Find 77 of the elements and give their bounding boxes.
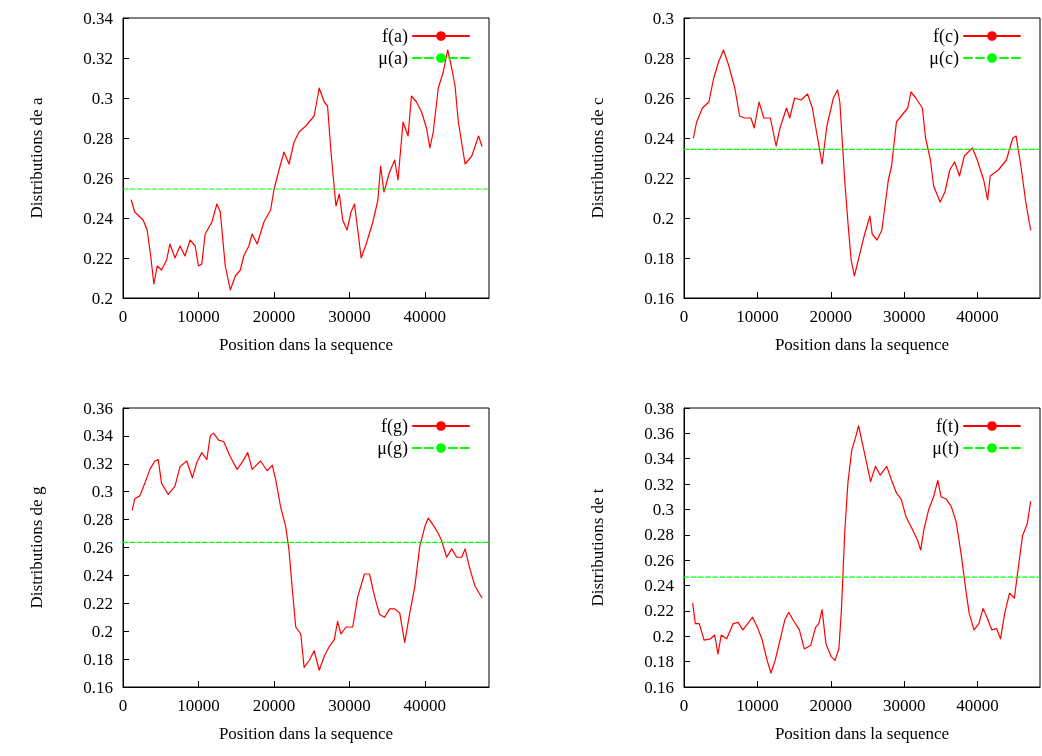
- x-tick-label: 0: [118, 696, 128, 715]
- x-tick-label: 30000: [328, 696, 371, 715]
- y-tick-label: 0.22: [644, 168, 674, 188]
- legend-label: μ(c): [929, 48, 959, 69]
- x-tick-label: 10000: [736, 307, 779, 326]
- x-tick-label: 40000: [403, 307, 447, 326]
- legend-label: μ(t): [932, 438, 959, 459]
- y-axis-title: Distributions de a: [27, 97, 46, 219]
- x-tick-label: 20000: [809, 307, 853, 326]
- legend-label: f(a): [382, 26, 408, 47]
- y-tick-label: 0.28: [644, 525, 674, 545]
- y-tick-label: 0.16: [644, 288, 674, 308]
- y-tick-label: 0.34: [644, 449, 675, 469]
- legend-label: f(c): [933, 26, 959, 47]
- y-tick-label: 0.18: [83, 649, 113, 669]
- x-tick-label: 0: [118, 307, 128, 326]
- x-tick-label: 20000: [252, 696, 296, 715]
- legend-label: μ(g): [377, 438, 408, 459]
- y-tick-label: 0.22: [644, 601, 674, 621]
- y-tick-label: 0.3: [91, 88, 113, 108]
- y-tick-label: 0.26: [644, 550, 674, 570]
- y-tick-label: 0.26: [83, 538, 113, 557]
- x-tick-label: 10000: [736, 696, 779, 715]
- y-tick-label: 0.16: [644, 677, 674, 697]
- y-tick-label: 0.3: [652, 499, 674, 519]
- y-tick-label: 0.34: [83, 8, 114, 28]
- y-tick-label: 0.22: [83, 248, 113, 268]
- x-axis-title: Position dans la sequence: [774, 724, 950, 743]
- x-tick-label: 20000: [809, 696, 853, 715]
- y-tick-label: 0.26: [644, 88, 674, 108]
- x-tick-label: 30000: [882, 307, 926, 326]
- y-axis-title: Distributions de g: [27, 486, 46, 609]
- y-tick-label: 0.16: [83, 677, 113, 697]
- y-tick-label: 0.3: [652, 8, 674, 28]
- x-tick-label: 40000: [403, 696, 447, 715]
- y-tick-label: 0.2: [652, 626, 674, 646]
- x-axis-title: Position dans la sequence: [774, 335, 950, 354]
- y-tick-label: 0.3: [91, 482, 113, 502]
- y-tick-label: 0.36: [644, 423, 674, 443]
- y-tick-label: 0.18: [644, 248, 674, 268]
- y-tick-label: 0.28: [644, 48, 674, 68]
- x-tick-label: 0: [679, 307, 689, 326]
- legend-label: f(t): [936, 416, 959, 437]
- y-tick-label: 0.2: [652, 208, 674, 228]
- x-tick-label: 40000: [956, 307, 999, 326]
- x-tick-label: 0: [679, 696, 689, 715]
- x-axis-title: Position dans la sequence: [218, 335, 394, 354]
- y-tick-label: 0.24: [83, 208, 114, 228]
- y-tick-label: 0.28: [83, 510, 113, 530]
- y-tick-label: 0.24: [644, 128, 675, 148]
- y-tick-label: 0.2: [91, 288, 113, 308]
- x-axis-title: Position dans la sequence: [218, 724, 394, 743]
- x-tick-label: 40000: [956, 696, 999, 715]
- y-tick-label: 0.22: [83, 593, 113, 613]
- y-tick-label: 0.32: [644, 474, 674, 494]
- y-tick-label: 0.38: [644, 398, 674, 418]
- legend-label: f(g): [381, 416, 408, 437]
- y-tick-label: 0.2: [91, 621, 113, 641]
- x-tick-label: 20000: [252, 307, 296, 326]
- x-tick-label: 10000: [177, 307, 220, 326]
- y-tick-label: 0.34: [83, 426, 114, 446]
- y-tick-label: 0.32: [83, 48, 113, 68]
- y-axis-title: Distributions de c: [588, 97, 607, 219]
- x-tick-label: 10000: [177, 696, 220, 715]
- y-tick-label: 0.36: [83, 398, 113, 418]
- y-tick-label: 0.28: [83, 128, 113, 148]
- y-tick-label: 0.24: [83, 565, 114, 585]
- y-tick-label: 0.18: [644, 652, 674, 672]
- y-tick-label: 0.32: [83, 454, 113, 474]
- y-axis-title: Distributions de t: [588, 488, 607, 607]
- line-series: [692, 49, 1032, 277]
- legend-label: μ(a): [378, 48, 408, 69]
- y-tick-label: 0.24: [644, 576, 675, 596]
- line-series: [130, 49, 483, 291]
- x-tick-label: 30000: [328, 307, 371, 326]
- y-tick-label: 0.26: [83, 168, 113, 188]
- x-tick-label: 30000: [882, 696, 926, 715]
